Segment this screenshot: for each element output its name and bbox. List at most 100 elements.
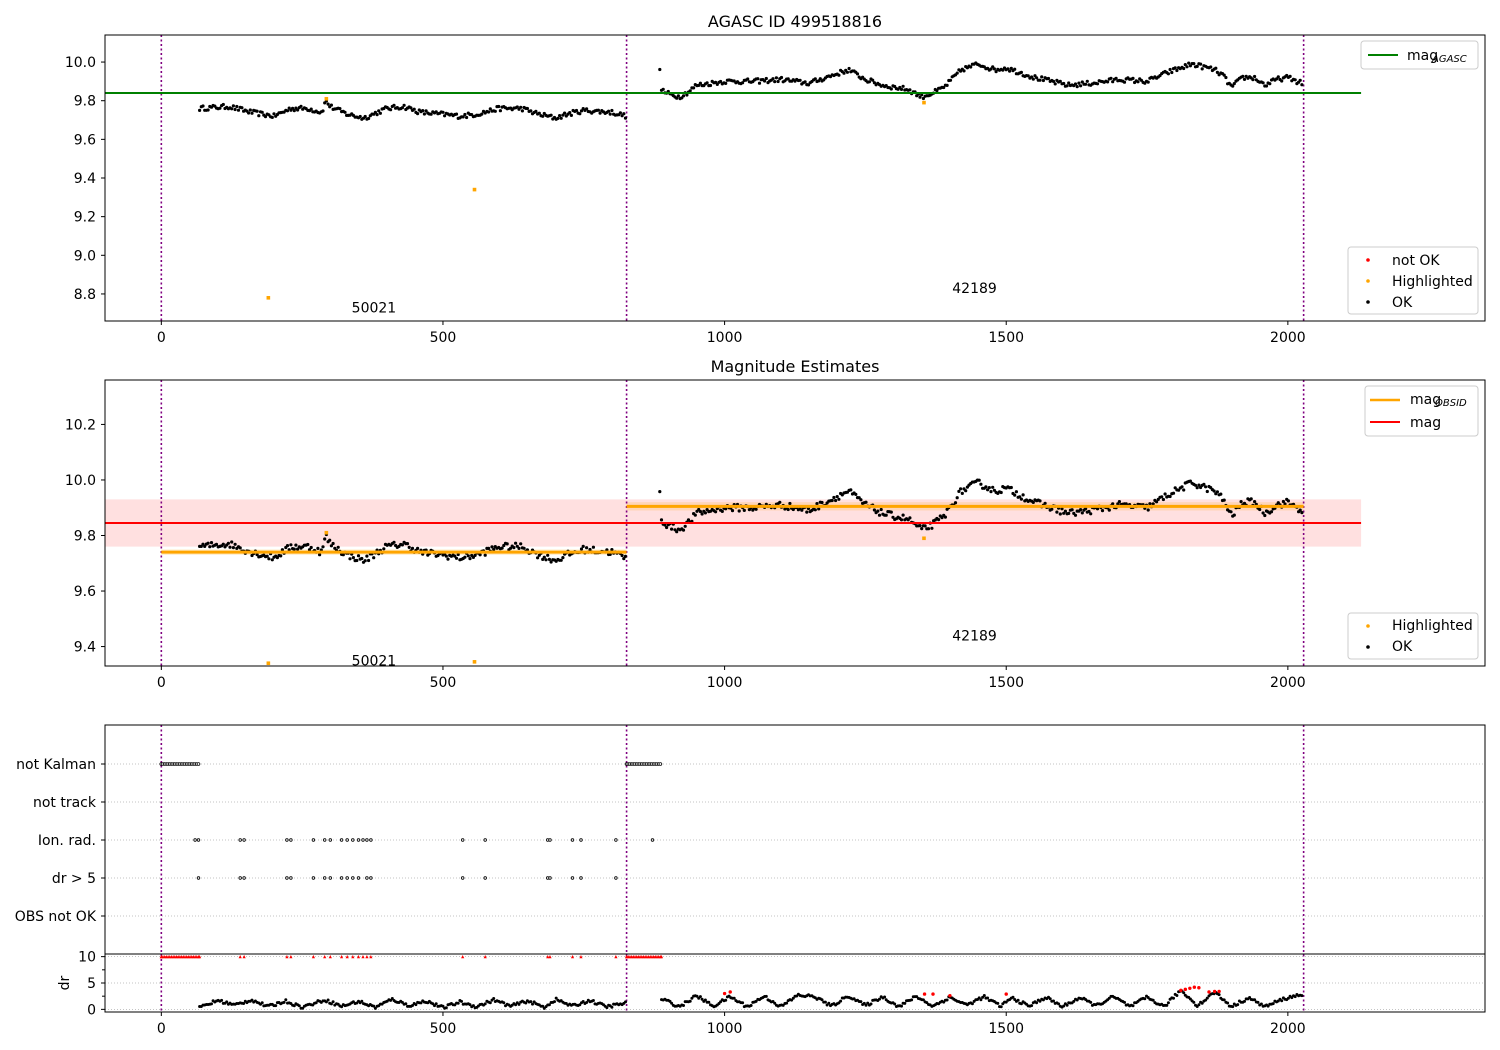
dr-point bbox=[1089, 1000, 1093, 1004]
ok-point bbox=[1239, 500, 1243, 504]
y-tick-label: 10.0 bbox=[65, 55, 96, 71]
ok-point bbox=[1280, 79, 1284, 83]
ok-point bbox=[480, 112, 484, 116]
ok-point bbox=[741, 81, 745, 85]
not-kalman-flag bbox=[196, 762, 201, 766]
ok-point bbox=[872, 508, 877, 512]
ok-point bbox=[231, 104, 235, 108]
dr-point bbox=[529, 1000, 533, 1004]
ion-rad-flag bbox=[339, 838, 344, 842]
ion-rad-flag bbox=[311, 838, 316, 842]
ok-point bbox=[675, 96, 679, 100]
dr-point bbox=[1236, 1003, 1240, 1007]
ok-point bbox=[659, 518, 664, 522]
ok-point bbox=[943, 515, 948, 519]
ok-point bbox=[1195, 64, 1199, 68]
ok-point bbox=[871, 78, 875, 82]
ok-point bbox=[1258, 507, 1262, 512]
ok-point bbox=[221, 542, 225, 546]
ok-point bbox=[1192, 62, 1196, 66]
dr-saturated-marker bbox=[345, 955, 349, 959]
dr-point bbox=[301, 1006, 305, 1010]
dr-saturated-marker bbox=[328, 955, 332, 959]
ok-point bbox=[416, 546, 420, 551]
dr-red-point bbox=[1212, 989, 1217, 994]
dr-point bbox=[698, 995, 702, 999]
ok-point bbox=[263, 115, 268, 119]
legend-label-not-ok: not OK bbox=[1392, 253, 1440, 269]
ok-point bbox=[429, 112, 433, 116]
ok-point bbox=[201, 542, 205, 546]
ok-point bbox=[307, 548, 312, 552]
ok-point bbox=[926, 527, 931, 531]
ok-point bbox=[1080, 511, 1084, 515]
ok-point bbox=[444, 554, 448, 558]
dr-point bbox=[893, 1002, 897, 1006]
ok-point bbox=[1080, 80, 1084, 84]
ok-point bbox=[855, 72, 860, 76]
ok-point bbox=[488, 107, 492, 111]
legend-label-mag-red: mag bbox=[1410, 415, 1441, 431]
magnitude-panel-title: Magnitude Estimates bbox=[711, 357, 880, 376]
ok-point bbox=[1219, 492, 1223, 496]
ok-point bbox=[250, 111, 254, 115]
dr-point bbox=[749, 1004, 753, 1007]
ok-point bbox=[466, 554, 470, 558]
obs-label-50021: 50021 bbox=[352, 300, 397, 316]
dr-point bbox=[605, 1006, 609, 1010]
ok-point bbox=[1075, 85, 1079, 89]
ok-point bbox=[837, 73, 841, 77]
ok-point bbox=[1182, 488, 1186, 492]
dr-point bbox=[820, 998, 824, 1002]
y-tick-label: 9.4 bbox=[74, 171, 96, 187]
dr-point bbox=[1019, 1002, 1023, 1006]
highlighted-point bbox=[472, 187, 477, 192]
dr-point bbox=[329, 1002, 333, 1006]
ok-point bbox=[773, 80, 777, 84]
ok-point bbox=[800, 508, 804, 512]
ok-point bbox=[618, 111, 623, 115]
dr-red-point bbox=[922, 992, 927, 996]
ok-point bbox=[1046, 76, 1051, 81]
ok-point bbox=[348, 557, 352, 561]
ion-rad-flag bbox=[328, 838, 332, 842]
ok-point bbox=[1148, 502, 1152, 506]
dr-gt-5-flag bbox=[196, 876, 201, 880]
ok-point bbox=[607, 109, 611, 113]
highlighted-point bbox=[324, 96, 329, 101]
dr-point bbox=[488, 1001, 492, 1005]
ok-point bbox=[296, 108, 300, 112]
flag-label: not track bbox=[33, 795, 97, 811]
dr-gt-5-flag bbox=[311, 876, 316, 880]
ok-point bbox=[270, 558, 274, 562]
ok-point bbox=[1261, 511, 1265, 515]
x-tick-label: 0 bbox=[157, 1021, 166, 1037]
ok-point bbox=[536, 556, 540, 560]
ok-point bbox=[849, 488, 853, 492]
magnitude-panel: Magnitude Estimates 0 500 1000 1500 2000 9.4 9… bbox=[65, 357, 1486, 691]
y-tick-label: 9.4 bbox=[74, 640, 96, 656]
ok-point bbox=[463, 112, 467, 117]
ok-point bbox=[1232, 82, 1236, 86]
ok-point bbox=[233, 542, 237, 546]
dr-point bbox=[1248, 996, 1252, 999]
ok-point bbox=[1251, 78, 1255, 82]
dr-gt-5-flag bbox=[570, 876, 575, 880]
x-tick-label: 1500 bbox=[988, 330, 1024, 346]
ok-point bbox=[208, 545, 212, 549]
ok-point bbox=[1188, 64, 1192, 68]
dr-point bbox=[274, 1004, 278, 1008]
ok-point bbox=[1031, 77, 1035, 81]
ok-point bbox=[461, 115, 465, 119]
ok-point bbox=[542, 555, 546, 559]
ok-point bbox=[285, 544, 290, 548]
ok-point bbox=[953, 501, 958, 505]
ok-point bbox=[336, 545, 340, 549]
ok-point bbox=[1035, 76, 1039, 80]
y-tick-label: 8.8 bbox=[74, 287, 96, 303]
ok-point bbox=[1146, 80, 1150, 84]
ok-point bbox=[1058, 512, 1062, 516]
ok-point bbox=[1073, 513, 1078, 517]
dr-point bbox=[1243, 999, 1246, 1003]
ok-point bbox=[854, 492, 858, 496]
